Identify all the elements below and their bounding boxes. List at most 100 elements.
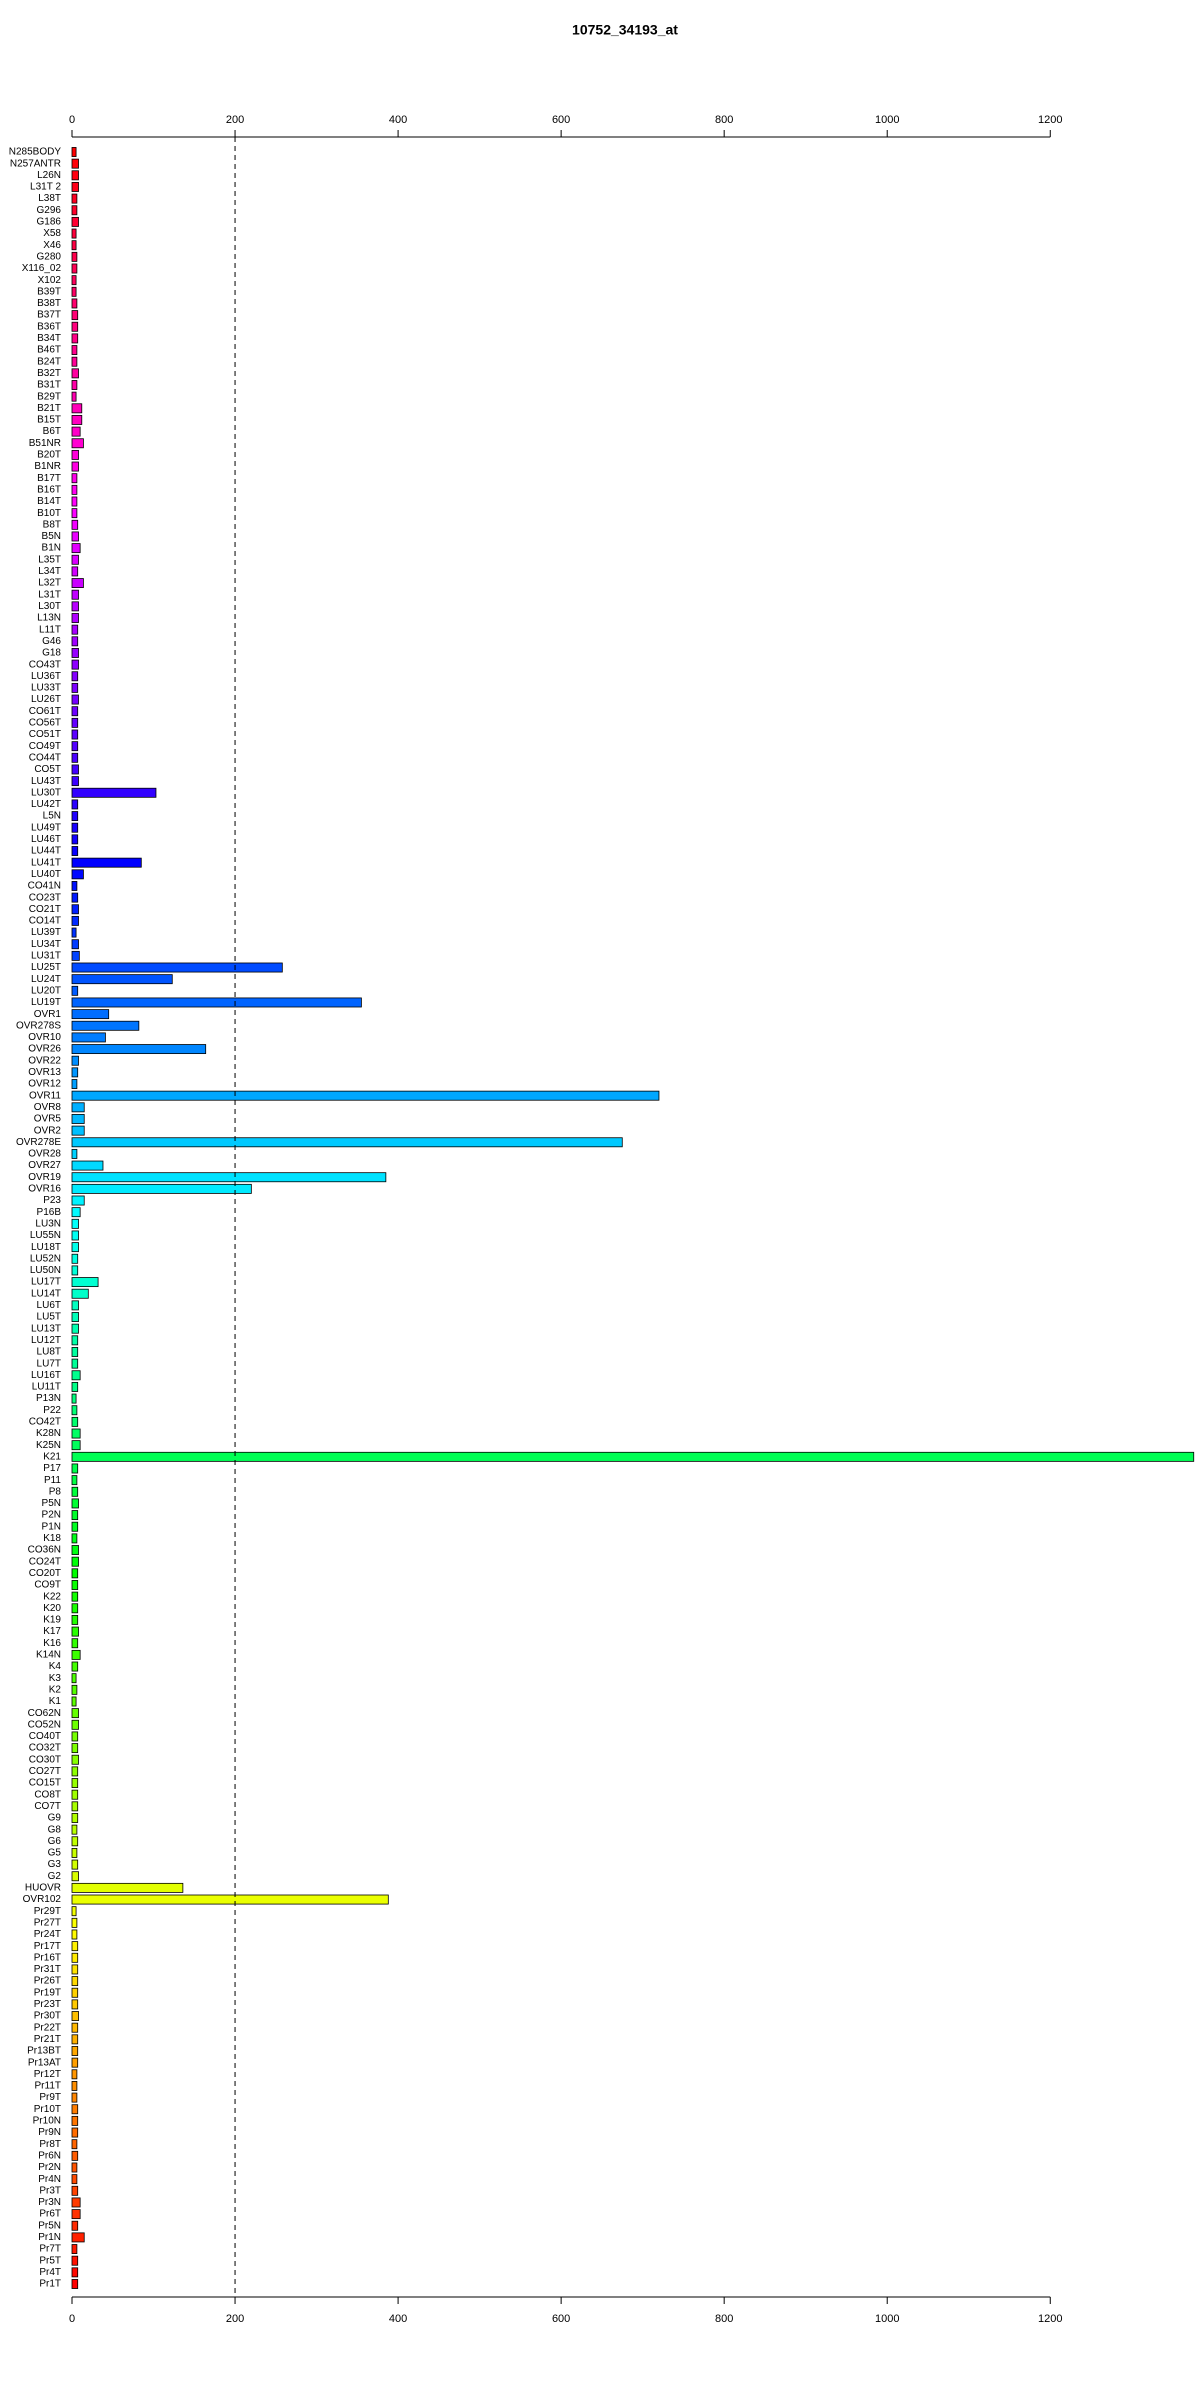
y-tick-label: LU18T — [31, 1242, 61, 1253]
y-tick-label: L26N — [37, 170, 61, 181]
y-tick-label: CO62N — [28, 1708, 61, 1719]
bar — [71, 403, 83, 414]
y-tick-label: Pr10N — [33, 2116, 61, 2127]
bar — [71, 449, 79, 460]
bar — [71, 543, 81, 554]
y-tick-label: CO41N — [28, 881, 61, 892]
bar — [71, 1521, 79, 1532]
bar — [71, 1673, 77, 1684]
y-tick-label: B16T — [37, 484, 61, 495]
bar — [71, 380, 78, 390]
chart-title: 10752_34193_at — [572, 22, 678, 38]
y-tick-label: Pr1T — [39, 2279, 61, 2290]
bar — [71, 1044, 207, 1055]
y-tick-label: LU44T — [31, 846, 61, 857]
bar — [71, 2081, 78, 2091]
y-tick-label: L35T — [38, 554, 61, 565]
y-tick-label: K16 — [43, 1638, 61, 1649]
y-tick-label: G2 — [48, 1871, 62, 1882]
bar — [71, 1719, 79, 1730]
y-tick-label: OVR26 — [28, 1044, 61, 1055]
bar — [71, 939, 79, 950]
y-tick-label: LU8T — [37, 1347, 61, 1358]
bar — [71, 356, 78, 367]
y-tick-label: Pr11T — [35, 2081, 62, 2092]
y-tick-label: G8 — [48, 1824, 62, 1835]
y-tick-label: CO21T — [29, 904, 61, 915]
bar — [71, 927, 77, 938]
bar — [71, 1789, 79, 1800]
bar — [71, 2185, 79, 2196]
y-tick-label: K1 — [49, 1696, 62, 1707]
y-tick-label: LU19T — [31, 997, 61, 1008]
bar — [71, 1824, 78, 1835]
bar — [71, 2092, 78, 2103]
bar — [71, 1370, 81, 1381]
bar — [71, 1731, 79, 1742]
y-tick-label: CO23T — [29, 892, 61, 903]
bar — [71, 2115, 79, 2126]
y-tick-label: L31T — [38, 589, 61, 600]
y-tick-label: B14T — [37, 496, 61, 507]
bar — [71, 811, 79, 822]
y-tick-label: K20 — [43, 1603, 61, 1614]
y-tick-label: OVR102 — [23, 1894, 62, 1905]
y-tick-label: LU13T — [31, 1323, 61, 1334]
y-tick-label: P23 — [43, 1195, 61, 1206]
bar — [71, 1906, 77, 1917]
y-tick-label: OVR19 — [28, 1172, 61, 1183]
bar — [71, 1277, 99, 1288]
y-tick-label: K21 — [43, 1451, 61, 1462]
bar — [71, 846, 79, 856]
y-tick-label: P22 — [43, 1405, 61, 1416]
bar — [71, 694, 79, 705]
bar — [71, 1160, 104, 1171]
bar — [71, 193, 78, 204]
y-tick-label: LU12T — [31, 1335, 61, 1346]
y-tick-label: CO8T — [34, 1789, 61, 1800]
y-tick-label: CO51T — [29, 729, 61, 740]
bar — [71, 2057, 79, 2068]
y-tick-label: P1N — [42, 1521, 61, 1532]
bar — [71, 1591, 79, 1602]
bar — [71, 1684, 78, 1695]
y-tick-label: LU39T — [31, 927, 61, 938]
x-tick-label-bottom: 400 — [389, 2313, 407, 2325]
bar — [71, 962, 283, 973]
y-tick-label: LU6T — [37, 1300, 61, 1311]
bar — [71, 659, 79, 670]
bar — [71, 263, 78, 274]
y-tick-label: Pr2N — [38, 2162, 61, 2173]
bar — [71, 2022, 79, 2033]
x-tick-label-bottom: 1200 — [1038, 2313, 1062, 2325]
bar — [71, 1335, 79, 1346]
bar — [71, 286, 77, 297]
bar — [71, 997, 362, 1008]
y-tick-label: LU11T — [32, 1382, 61, 1393]
bar — [71, 1952, 79, 1963]
bar — [71, 1766, 79, 1777]
y-tick-label: LU24T — [31, 974, 61, 985]
y-tick-label: OVR22 — [28, 1055, 61, 1066]
bar — [71, 566, 79, 577]
bar — [71, 2162, 78, 2173]
y-tick-label: Pr29T — [34, 1906, 61, 1917]
y-tick-label: G9 — [48, 1813, 62, 1824]
y-tick-label: CO24T — [29, 1556, 61, 1567]
y-tick-label: CO43T — [29, 659, 61, 670]
bar — [71, 2127, 79, 2138]
y-tick-label: Pr17T — [34, 1941, 61, 1952]
bar — [71, 1312, 79, 1322]
bar — [71, 1871, 79, 1882]
bar — [71, 1696, 77, 1707]
y-tick-label: Pr26T — [34, 1976, 61, 1987]
y-tick-label: CO44T — [29, 752, 61, 763]
bar — [71, 1708, 79, 1719]
bar — [71, 321, 79, 332]
y-tick-label: G6 — [48, 1836, 62, 1847]
bar — [71, 834, 79, 845]
bar — [71, 2150, 79, 2161]
bar — [71, 1743, 79, 1754]
bar — [71, 1894, 389, 1905]
